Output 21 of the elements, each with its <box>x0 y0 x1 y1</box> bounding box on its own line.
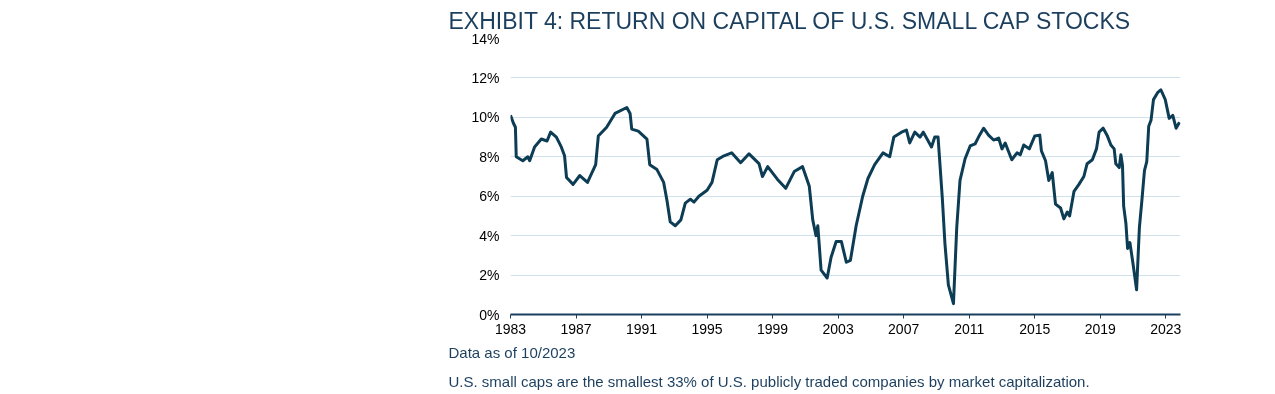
y-tick-label: 10% <box>471 109 500 126</box>
x-tick-label: 2023 <box>1150 320 1182 337</box>
x-tick-label: 2007 <box>888 320 920 337</box>
y-tick-label: 8% <box>479 148 500 165</box>
x-tick-label: 1987 <box>560 320 592 337</box>
text: U.S. small caps are the smallest 33% of U.S. publicly traded companies by market capitalization. <box>448 372 1090 390</box>
y-tick-label: 0% <box>479 306 500 323</box>
x-tick-label: 2011 <box>954 320 985 337</box>
y-tick-label: 4% <box>479 227 500 244</box>
x-tick-label: 2015 <box>1019 320 1051 337</box>
x-tick-label: 1999 <box>757 320 789 337</box>
x-tick-label: 2003 <box>822 320 854 337</box>
line-series <box>510 88 1181 306</box>
x-tick-label: 1983 <box>494 320 527 337</box>
x-tick-label: 1995 <box>691 320 723 337</box>
text: Data as of 10/2023 <box>448 343 576 361</box>
x-tick-label: 1991 <box>625 320 658 337</box>
y-tick-label: 12% <box>471 69 500 86</box>
y-tick-label: 2% <box>479 267 500 284</box>
y-tick-label: 6% <box>479 188 500 205</box>
x-tick-label: 2019 <box>1084 320 1117 337</box>
